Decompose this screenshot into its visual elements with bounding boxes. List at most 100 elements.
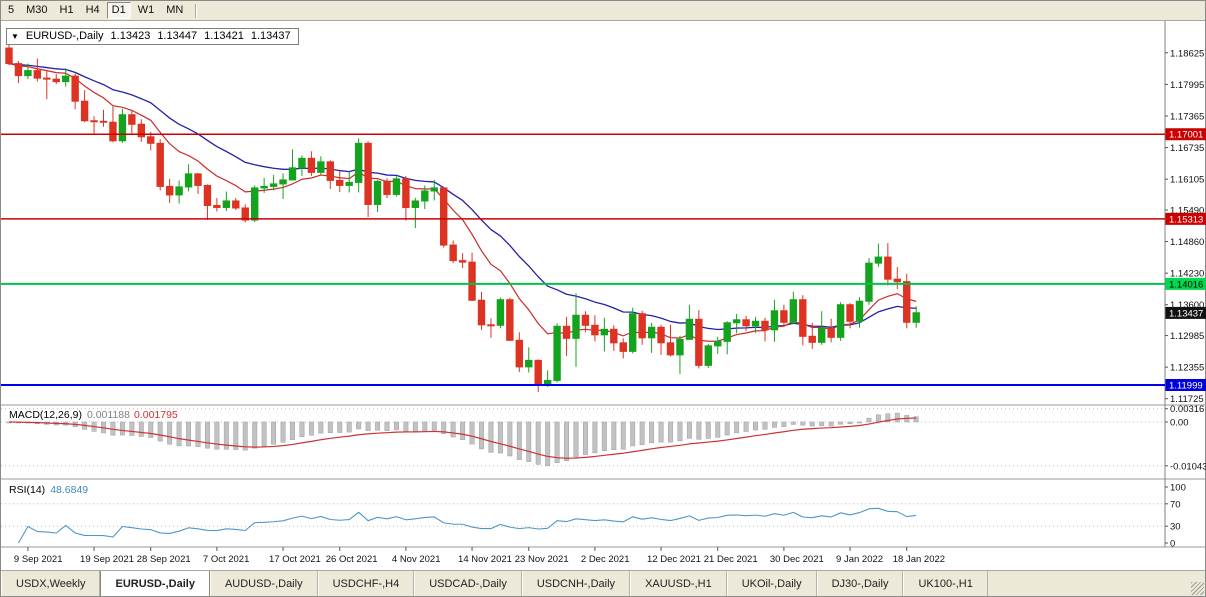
chart-canvas[interactable]: 1.18625 1.17995 1.17365 1.16735 1.16105 1.154… <box>1 21 1206 570</box>
price-axis-label: 1.14860 <box>1170 237 1204 248</box>
macd-bar <box>847 421 853 425</box>
candle-body <box>373 180 382 205</box>
candle-body <box>695 318 703 366</box>
candle-body <box>732 319 741 324</box>
macd-bar <box>412 421 418 432</box>
timeframe-button-m30[interactable]: M30 <box>26 4 48 16</box>
candle-body <box>525 359 533 368</box>
chart-title-bar: ▼ EURUSD-,Daily 1.13423 1.13447 1.13421 … <box>6 28 299 45</box>
chart-area[interactable]: ▼ EURUSD-,Daily 1.13423 1.13447 1.13421 … <box>1 21 1206 570</box>
macd-bar <box>261 421 267 447</box>
timeframe-button-w1[interactable]: W1 <box>137 4 155 16</box>
candle-body <box>619 342 627 352</box>
collapse-arrow-icon[interactable]: ▼ <box>11 31 19 41</box>
macd-bar <box>242 421 248 451</box>
candle-body <box>260 185 268 189</box>
candle-body <box>298 157 306 169</box>
timeframe-button-h4[interactable]: H4 <box>85 4 100 16</box>
macd-bar <box>734 421 740 434</box>
macd-bar <box>866 417 872 423</box>
candle-body <box>666 342 675 356</box>
tab-audusd-daily[interactable]: AUDUSD-,Daily <box>209 571 318 596</box>
chart-tab-bar: USDX,Weekly EURUSD-,Daily AUDUSD-,Daily USD… <box>1 570 1205 596</box>
macd-bar <box>696 421 702 440</box>
tab-usdchf-h4[interactable]: USDCHF-,H4 <box>317 571 415 596</box>
macd-bar <box>157 421 163 442</box>
candle-body <box>496 299 505 326</box>
tab-usdx-weekly[interactable]: USDX,Weekly <box>1 571 101 596</box>
candle-body <box>307 157 316 173</box>
ohlc-high: 1.13447 <box>157 30 198 42</box>
candle-body <box>884 256 892 280</box>
macd-bar <box>677 421 683 442</box>
timeframe-button-d1[interactable]: D1 <box>106 2 131 19</box>
candle-body <box>62 75 70 83</box>
tab-uk100-h1[interactable]: UK100-,H1 <box>903 571 988 596</box>
macd-bar <box>422 421 428 432</box>
candle-body <box>392 178 401 195</box>
candle-body <box>572 314 580 339</box>
time-axis-label: 9 Sep 2021 <box>14 554 63 565</box>
timeframe-button-5[interactable]: 5 <box>8 4 15 16</box>
candle-body <box>345 181 353 186</box>
candle-body <box>723 322 731 342</box>
candle-body <box>184 173 193 188</box>
macd-axis-label: 0.00 <box>1170 418 1189 429</box>
rsi-axis-label: 0 <box>1170 539 1175 550</box>
rsi-line <box>17 507 917 544</box>
price-axis-label: 1.18625 <box>1170 48 1204 59</box>
candle-body <box>458 260 467 263</box>
tab-usdcnh-daily[interactable]: USDCNH-,Daily <box>521 571 631 596</box>
macd-bar <box>800 421 806 426</box>
timeframe-button-h1[interactable]: H1 <box>59 4 74 16</box>
candle-body <box>903 281 911 323</box>
macd-bar <box>838 421 844 425</box>
rsi-axis-label: 70 <box>1170 499 1181 510</box>
macd-bar <box>753 421 758 431</box>
resize-grip[interactable] <box>1191 582 1204 595</box>
time-axis-label: 30 Dec 2021 <box>770 554 824 565</box>
macd-name: MACD(12,26,9) <box>9 409 82 421</box>
macd-bar <box>649 421 655 444</box>
time-axis-label: 19 Sep 2021 <box>80 554 134 565</box>
tab-dj30-daily[interactable]: DJ30-,Daily <box>816 571 904 596</box>
current-price-badge <box>1165 306 1206 319</box>
macd-bar <box>885 413 891 423</box>
hline-price-badge-label: 1.15313 <box>1169 214 1203 225</box>
tab-usdcad-daily[interactable]: USDCAD-,Daily <box>414 571 522 596</box>
macd-bar <box>819 421 825 427</box>
tab-ukoil-daily[interactable]: UKOil-,Daily <box>726 571 817 596</box>
price-axis-label: 1.12985 <box>1170 331 1204 342</box>
hline-price-badge <box>1165 128 1206 141</box>
macd-bar <box>214 421 220 450</box>
toolbar-divider <box>195 3 197 18</box>
macd-bar <box>686 421 692 439</box>
tab-eurusd-daily[interactable]: EURUSD-,Daily <box>100 571 210 596</box>
macd-bar <box>337 421 343 433</box>
tab-xauusd-h1[interactable]: XAUUSD-,H1 <box>630 571 727 596</box>
hline-price-badge-label: 1.11999 <box>1169 380 1203 391</box>
candle-body <box>364 142 372 205</box>
candle-body <box>751 320 760 327</box>
macd-signal-line <box>8 417 917 459</box>
candle-body <box>440 187 448 246</box>
candle-body <box>354 142 363 183</box>
price-axis-label: 1.13600 <box>1170 300 1204 311</box>
rsi-indicator-label: RSI(14) 48.6849 <box>9 484 88 496</box>
candle-body <box>591 324 599 336</box>
macd-bar <box>857 421 862 424</box>
current-price-badge-label: 1.13437 <box>1169 308 1203 319</box>
timeframe-button-mn[interactable]: MN <box>166 4 184 16</box>
candle-body <box>780 310 788 323</box>
macd-bar <box>564 421 569 461</box>
macd-bar <box>223 421 229 450</box>
macd-bar <box>403 421 409 432</box>
candle-body <box>251 187 259 221</box>
ma-fast-line <box>8 63 917 342</box>
macd-bar <box>460 421 466 440</box>
rsi-name: RSI(14) <box>9 484 46 496</box>
price-axis-label: 1.11725 <box>1170 394 1204 405</box>
time-axis-label: 9 Jan 2022 <box>836 554 883 565</box>
candle-body <box>553 325 561 381</box>
price-axis-label: 1.17995 <box>1170 80 1204 91</box>
